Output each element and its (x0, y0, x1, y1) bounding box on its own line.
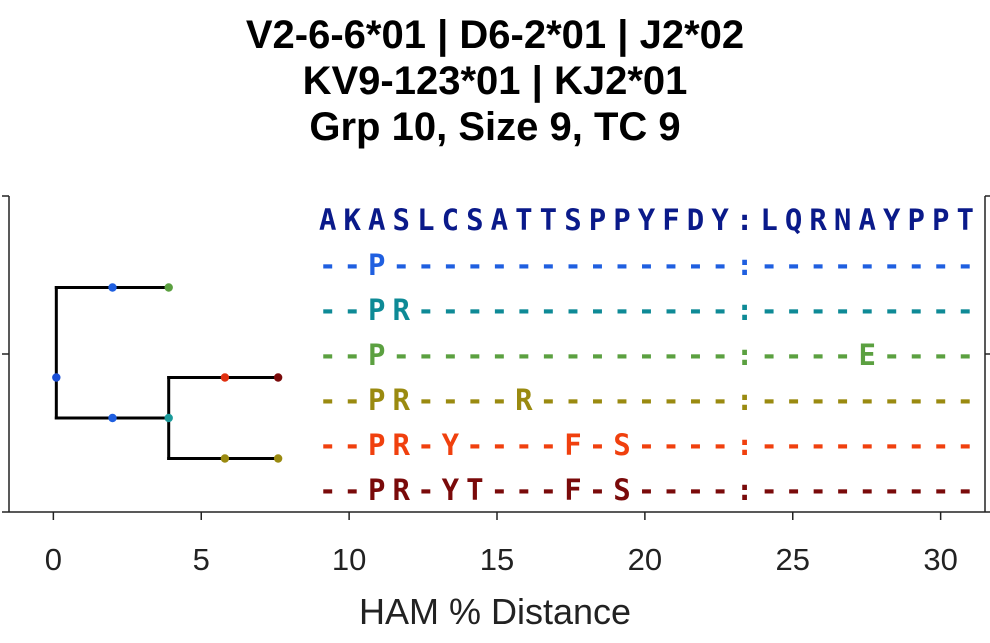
alignment-row: --PR-YT---F-S----:--------- (319, 473, 974, 507)
tree-node (220, 373, 230, 382)
alignment-row: --P--------------:----E---- (319, 338, 974, 372)
x-tick-label: 15 (480, 542, 514, 577)
x-tick-label: 30 (923, 542, 957, 577)
alignment-row: --PR-------------:--------- (319, 293, 974, 327)
sequence-alignment: AKASLCSATTSPPYFDY:LQRNAYPPT --P----------… (319, 203, 974, 507)
x-tick-label: 5 (193, 542, 210, 577)
x-tick-label: 25 (776, 542, 810, 577)
tree-node (273, 454, 283, 463)
alignment-row: --PR-Y----F-S----:--------- (319, 428, 974, 462)
alignment-row: --PR----R--------:--------- (319, 383, 974, 417)
alignment-row: AKASLCSATTSPPYFDY:LQRNAYPPT (319, 203, 974, 237)
tree-node (108, 413, 117, 423)
title-line-3: Grp 10, Size 9, TC 9 (309, 105, 681, 149)
x-tick-label: 20 (628, 542, 662, 577)
x-axis-label: HAM % Distance (359, 591, 631, 632)
x-tick-label: 0 (45, 542, 62, 577)
tree-node (164, 283, 173, 292)
tree-node (220, 454, 230, 463)
tree-plot (52, 283, 283, 463)
alignment-row: --P--------------:--------- (319, 248, 974, 282)
tree-node (164, 413, 173, 423)
tree-node (108, 283, 117, 292)
x-tick-labels: 0 5 10 15 20 25 30 (45, 512, 958, 577)
x-tick-label: 10 (332, 542, 366, 577)
chart-title: V2-6-6*01 | D6-2*01 | J2*02 KV9-123*01 |… (0, 12, 990, 150)
title-line-2: KV9-123*01 | KJ2*01 (302, 59, 688, 103)
tree-node (273, 373, 283, 382)
title-line-1: V2-6-6*01 | D6-2*01 | J2*02 (245, 13, 745, 57)
tree-node (52, 373, 61, 382)
